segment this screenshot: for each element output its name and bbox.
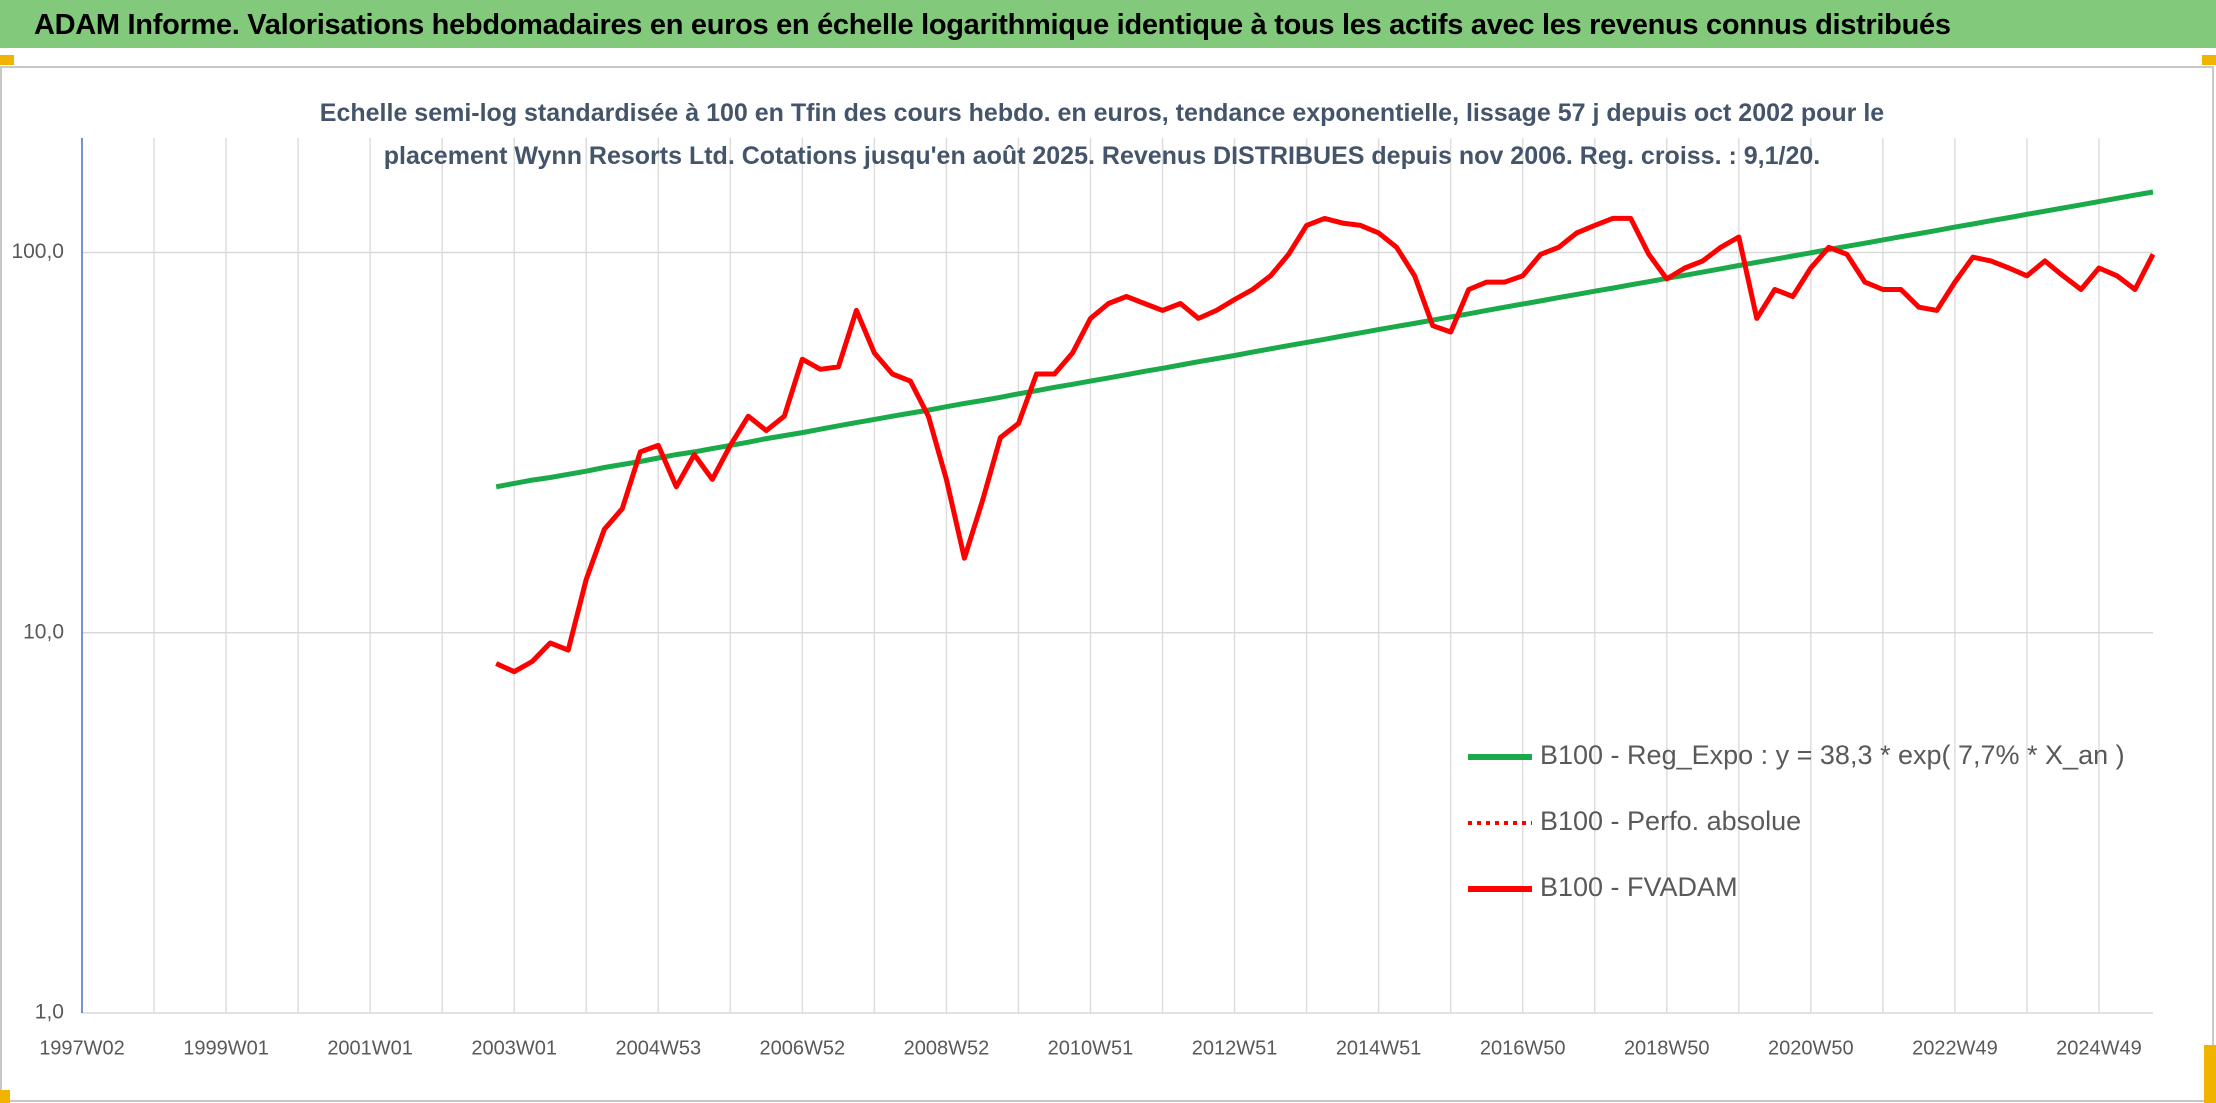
x-tick-label: 2008W52 (904, 1037, 990, 1059)
x-tick-label: 2003W01 (471, 1037, 557, 1059)
header-title: ADAM Informe. Valorisations hebdomadaire… (34, 9, 1951, 41)
series-line (495, 189, 2154, 490)
legend-label: B100 - Perfo. absolue (1540, 806, 1801, 836)
y-tick-label: 1,0 (35, 1001, 64, 1024)
x-tick-label: 2016W50 (1480, 1037, 1566, 1059)
x-tick-label: 2001W01 (327, 1037, 413, 1059)
y-tick-label: 100,0 (11, 240, 64, 263)
corner-marker (2204, 1045, 2216, 1103)
corner-marker (0, 1090, 10, 1103)
y-tick-label: 10,0 (23, 620, 64, 643)
series-line (495, 215, 2156, 675)
x-tick-label: 2004W53 (615, 1037, 701, 1059)
x-tick-label: 1997W02 (39, 1037, 125, 1059)
x-tick-label: 1999W01 (183, 1037, 269, 1059)
x-tick-label: 2012W51 (1192, 1037, 1278, 1059)
chart-frame (0, 66, 2214, 1102)
x-tick-label: 2018W50 (1624, 1037, 1710, 1059)
x-tick-label: 2024W49 (2056, 1037, 2142, 1059)
x-tick-label: 2010W51 (1048, 1037, 1134, 1059)
x-tick-label: 2006W52 (760, 1037, 846, 1059)
chart-subtitle: Echelle semi-log standardisée à 100 en T… (319, 99, 1885, 170)
corner-marker (0, 55, 14, 65)
corner-marker (2202, 55, 2216, 65)
legend-label: B100 - FVADAM (1540, 872, 1738, 902)
legend-label: B100 - Reg_Expo : y = 38,3 * exp( 7,7% *… (1540, 740, 2125, 770)
x-tick-label: 2020W50 (1768, 1037, 1854, 1059)
x-tick-label: 2014W51 (1336, 1037, 1422, 1059)
header: ADAM Informe. Valorisations hebdomadaire… (0, 0, 2216, 48)
x-tick-label: 2022W49 (1912, 1037, 1998, 1059)
